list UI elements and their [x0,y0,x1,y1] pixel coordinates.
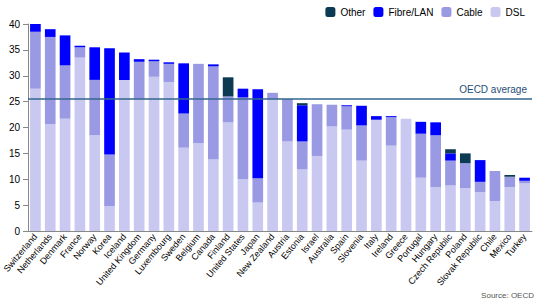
svg-text:40: 40 [9,19,21,30]
svg-text:Greece: Greece [383,231,410,261]
svg-text:Germany: Germany [126,231,158,267]
svg-text:Netherlands: Netherlands [15,231,55,276]
svg-text:Australia: Australia [305,231,336,265]
svg-text:15: 15 [9,148,21,159]
svg-text:Portugal: Portugal [395,231,425,264]
svg-text:Chile: Chile [477,231,499,254]
svg-text:Israel: Israel [299,231,321,256]
svg-text:25: 25 [9,96,21,107]
svg-text:Japan: Japan [238,231,262,257]
svg-text:Switzerland: Switzerland [1,231,40,274]
svg-text:Norway: Norway [71,231,99,262]
svg-text:Italy: Italy [361,231,381,251]
svg-text:Mexico: Mexico [487,231,514,261]
svg-text:0: 0 [14,226,20,237]
svg-text:Canada: Canada [189,231,218,263]
svg-text:Source: OECD: Source: OECD [481,291,534,300]
svg-text:Fibre/LAN: Fibre/LAN [388,7,433,18]
svg-text:Denmark: Denmark [37,231,69,267]
svg-text:Turkey: Turkey [503,231,528,259]
svg-text:Austria: Austria [265,231,292,260]
svg-text:Slovak Republic: Slovak Republic [435,231,484,287]
svg-text:Luxembourg: Luxembourg [132,231,173,277]
svg-text:Cable: Cable [456,7,483,18]
svg-text:Belgium: Belgium [173,231,203,264]
svg-text:Hungary: Hungary [409,231,440,265]
svg-text:35: 35 [9,44,21,55]
svg-text:20: 20 [9,122,21,133]
svg-text:DSL: DSL [506,7,526,18]
svg-text:Czech Republic: Czech Republic [406,231,455,287]
svg-text:France: France [58,231,84,260]
svg-text:United States: United States [204,231,247,280]
svg-text:5: 5 [14,200,20,211]
svg-text:Ireland: Ireland [369,231,395,260]
svg-text:Sweden: Sweden [158,231,188,264]
svg-text:Spain: Spain [328,231,351,256]
svg-text:Finland: Finland [205,231,232,261]
svg-text:Korea: Korea [90,231,114,257]
svg-text:Estonia: Estonia [279,231,307,262]
svg-text:OECD average: OECD average [459,84,527,95]
svg-text:New Zealand: New Zealand [234,231,277,279]
svg-text:10: 10 [9,174,21,185]
svg-text:Other: Other [340,7,366,18]
svg-text:Poland: Poland [443,231,470,260]
svg-text:United Kingdom: United Kingdom [94,231,143,288]
svg-text:30: 30 [9,70,21,81]
svg-text:Slovenia: Slovenia [335,232,365,265]
svg-text:Iceland: Iceland [101,231,129,261]
